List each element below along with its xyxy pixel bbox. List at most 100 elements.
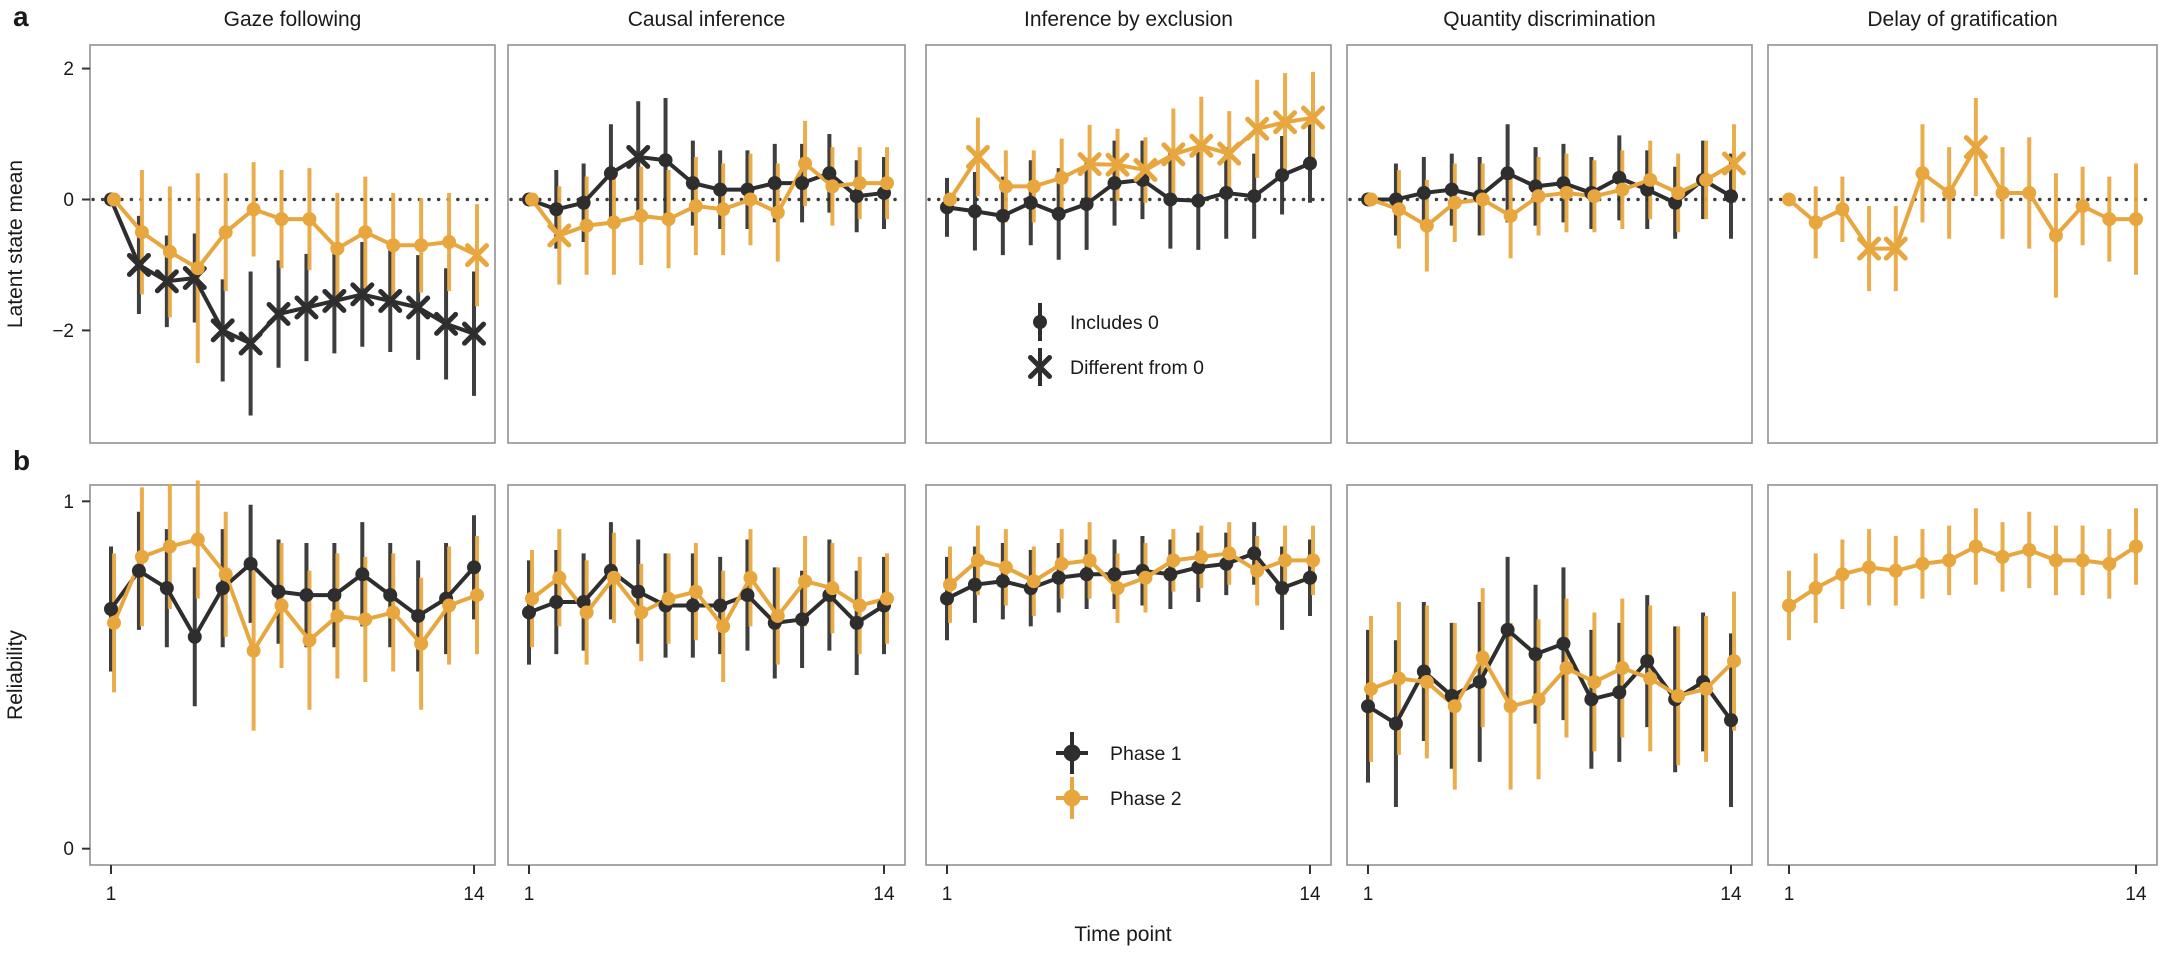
point-marker — [606, 570, 621, 585]
panel-a-causal-inference: Causal inference — [507, 8, 906, 444]
point-marker — [302, 212, 317, 227]
point-marker — [579, 605, 594, 620]
point-marker — [1023, 195, 1038, 210]
x-tick-label: 14 — [873, 884, 895, 905]
point-marker — [743, 192, 758, 207]
point-marker — [1306, 553, 1320, 568]
point-marker — [1275, 168, 1290, 183]
point-marker — [795, 176, 810, 191]
series-markers-phase-2 — [525, 156, 894, 248]
point-marker — [549, 202, 564, 217]
point-marker — [1388, 716, 1403, 731]
point-marker — [743, 570, 758, 585]
y-tick-label: −2 — [52, 321, 74, 342]
x-marker — [210, 318, 235, 343]
panel-b-quantity-discrimination: 1 14 — [1346, 484, 1753, 905]
point-marker — [770, 205, 785, 220]
point-marker — [880, 176, 894, 191]
point-marker — [1419, 674, 1434, 689]
point-marker — [603, 166, 618, 181]
point-marker — [1051, 206, 1066, 221]
point-marker — [579, 218, 594, 233]
x-marker — [1028, 355, 1052, 379]
point-marker — [852, 598, 867, 613]
point-marker — [104, 602, 118, 617]
series-markers-phase-2 — [943, 105, 1325, 207]
series-markers-phase-2 — [1782, 539, 2143, 613]
point-marker — [355, 567, 370, 582]
point-marker — [386, 238, 401, 253]
point-marker — [1615, 661, 1630, 676]
panel-border — [507, 44, 906, 444]
point-marker — [1247, 189, 1262, 204]
y-tick-label: 0 — [63, 839, 74, 860]
point-marker — [1643, 172, 1658, 187]
point-marker — [1528, 647, 1543, 662]
point-marker — [822, 166, 837, 181]
point-marker — [442, 598, 457, 613]
point-marker — [1166, 553, 1181, 568]
point-marker — [218, 567, 233, 582]
legend-point — [1063, 789, 1081, 807]
point-marker — [1054, 170, 1069, 185]
x-tick-label: 1 — [1363, 884, 1374, 905]
point-marker — [1391, 202, 1406, 217]
point-marker — [1808, 215, 1823, 230]
panel-title-quantity-discrimination: Quantity discrimination — [1443, 8, 1655, 31]
point-marker — [358, 225, 373, 240]
point-marker — [940, 591, 954, 606]
point-marker — [1278, 553, 1293, 568]
point-marker — [1107, 567, 1122, 582]
point-marker — [383, 588, 398, 603]
point-marker — [1862, 560, 1877, 575]
point-marker — [685, 598, 700, 613]
x-marker — [350, 282, 375, 307]
legend-label-phase-2: Phase 2 — [1110, 788, 1182, 810]
point-marker — [218, 225, 233, 240]
x-axis-title: Time point — [1074, 923, 1171, 946]
legend-label-different-from-0: Different from 0 — [1070, 357, 1204, 379]
point-marker — [1699, 681, 1714, 696]
point-marker — [1364, 192, 1378, 207]
point-marker — [1500, 622, 1515, 637]
point-marker — [1531, 189, 1546, 204]
point-marker — [1033, 315, 1047, 329]
point-marker — [470, 588, 484, 603]
x-marker — [1077, 152, 1102, 177]
point-marker — [1222, 546, 1237, 561]
point-marker — [685, 176, 700, 191]
point-marker — [414, 636, 429, 651]
legend-label-includes-0: Includes 0 — [1070, 312, 1159, 334]
point-marker — [330, 608, 345, 623]
point-marker — [970, 553, 985, 568]
panel-a-inference-by-exclusion: Inference by exclusion — [925, 8, 1332, 444]
point-marker — [1303, 156, 1317, 171]
point-marker — [2048, 228, 2063, 243]
series-markers-phase-1 — [940, 156, 1317, 223]
row-letter-b: b — [13, 445, 30, 476]
y-axis-b: 1 0 Reliability b — [4, 445, 90, 860]
point-marker — [1054, 556, 1069, 571]
y-axis-a: 2 0 −2 Latent state mean a — [4, 1, 90, 342]
point-marker — [1163, 192, 1178, 207]
point-marker — [549, 595, 564, 610]
x-marker — [1273, 110, 1298, 135]
panel-border — [1346, 44, 1753, 444]
panel-border — [507, 484, 906, 866]
point-marker — [2129, 539, 2143, 554]
panel-border — [925, 484, 1332, 866]
point-marker — [716, 202, 731, 217]
panel-title-inference-by-exclusion: Inference by exclusion — [1024, 8, 1233, 31]
point-marker — [1888, 563, 1903, 578]
point-marker — [1559, 661, 1574, 676]
x-marker — [154, 269, 179, 294]
point-marker — [299, 588, 314, 603]
point-marker — [358, 612, 373, 627]
panel-b-delay-of-gratification: 1 14 — [1767, 484, 2158, 905]
series-markers-phase-1 — [940, 546, 1317, 606]
point-marker — [2048, 553, 2063, 568]
point-marker — [1419, 218, 1434, 233]
point-marker — [1138, 570, 1153, 585]
point-marker — [131, 563, 146, 578]
point-marker — [967, 204, 982, 219]
